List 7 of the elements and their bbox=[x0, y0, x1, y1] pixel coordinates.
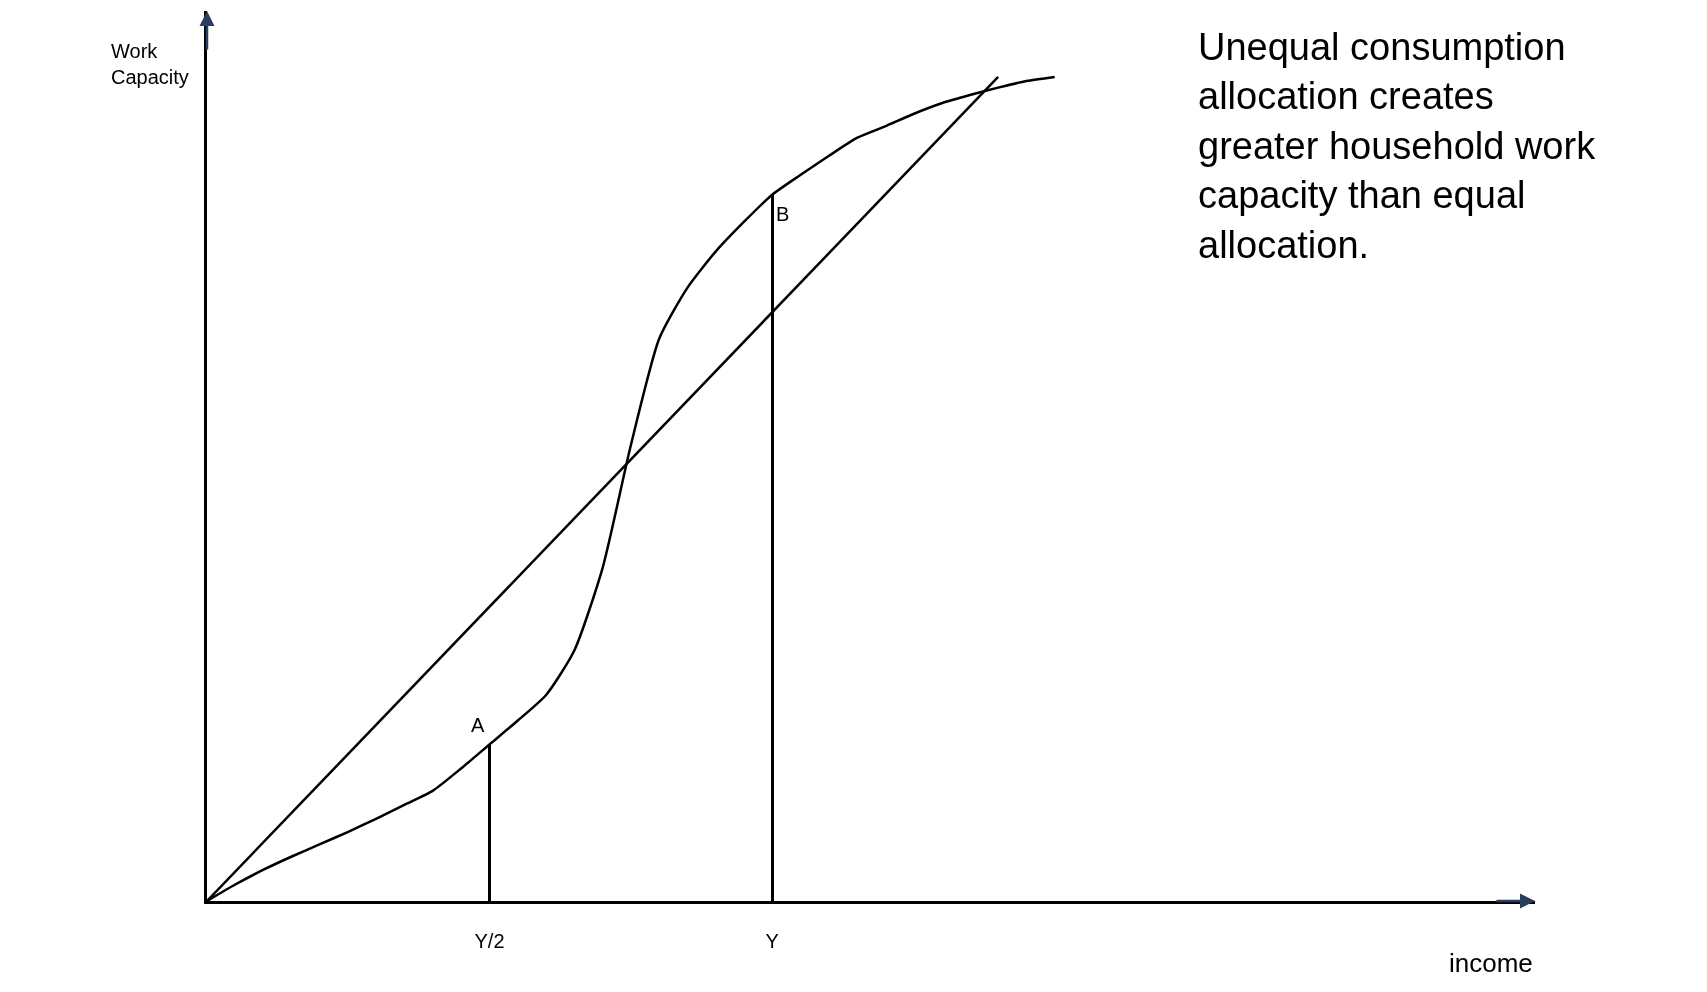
x-tick-label: Y/2 bbox=[474, 929, 505, 952]
annotation: Unequal consumption allocation creates greater household work capacity than equal allocation. bbox=[1198, 26, 1597, 266]
annotation: A bbox=[471, 714, 485, 736]
annotation: B bbox=[776, 203, 790, 225]
y-axis-title: Work Capacity bbox=[111, 40, 189, 88]
x-axis-title: income bbox=[1449, 948, 1533, 978]
x-tick-label: Y bbox=[765, 929, 779, 952]
